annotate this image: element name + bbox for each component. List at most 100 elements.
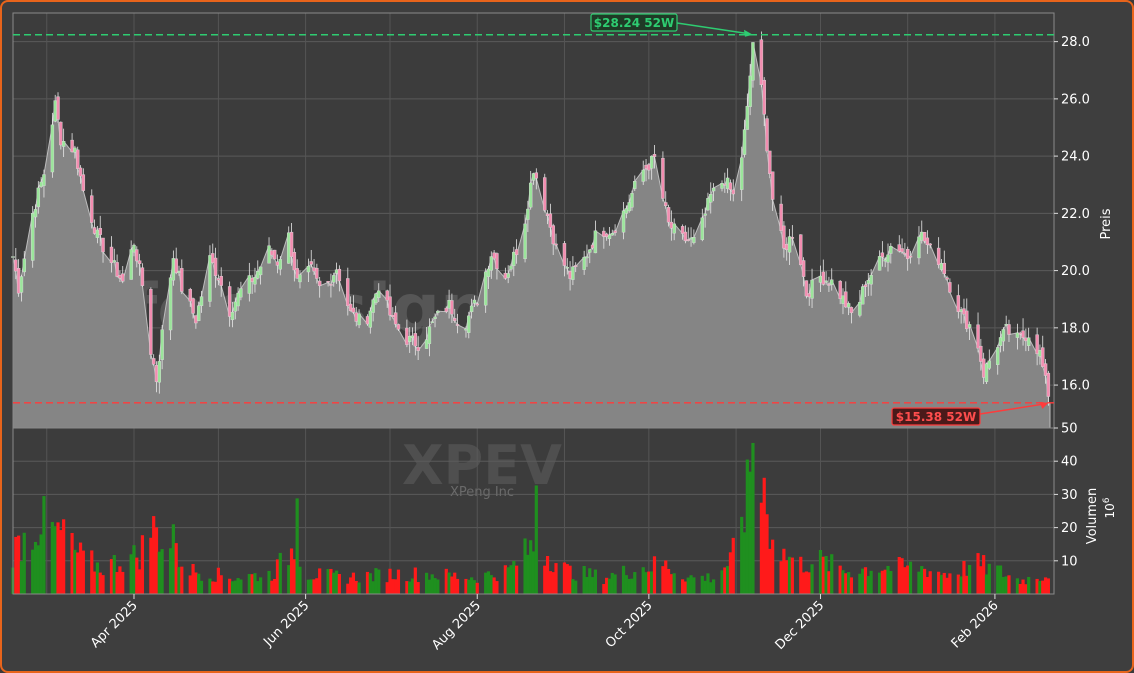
candle-down [101, 237, 105, 253]
candle-up [236, 292, 240, 307]
volume-bar [624, 575, 628, 594]
volume-bar [526, 554, 530, 594]
volume-bar [444, 568, 448, 594]
volume-bar [509, 565, 513, 594]
candle-up [253, 276, 257, 285]
candle-down [329, 284, 333, 286]
candle-down [728, 182, 733, 190]
volume-bar [759, 502, 763, 594]
volume-bar [956, 574, 960, 594]
volume-bar [880, 570, 884, 594]
volume-bar [602, 584, 606, 594]
volume-bar [979, 566, 983, 594]
volume-bar [565, 564, 569, 594]
candle-down [644, 164, 648, 169]
volume-bar [1038, 580, 1042, 594]
candle-up [332, 275, 336, 283]
candle-down [118, 274, 122, 279]
price-tick-label: 26.0 [1061, 92, 1090, 107]
candle-up [751, 42, 755, 81]
volume-bar [630, 578, 634, 594]
price-tick-label: 16.0 [1061, 379, 1090, 394]
candle-down [453, 318, 457, 321]
volume-bar [830, 554, 834, 594]
volume-bar [908, 561, 913, 594]
candle-up [247, 275, 252, 294]
candle-up [61, 141, 66, 147]
volume-bar [627, 578, 631, 594]
price-tick-label: 28.0 [1061, 35, 1090, 50]
candle-down [574, 265, 578, 267]
volume-bar [213, 581, 218, 594]
volume-bar [315, 578, 319, 594]
candle-down [543, 177, 547, 211]
candle-down [149, 289, 153, 355]
candle-up [709, 194, 713, 203]
volume-bar [306, 579, 311, 594]
candle-up [509, 265, 513, 270]
high-52w-badge [590, 13, 678, 32]
volume-bar [233, 580, 237, 594]
candle-up [869, 275, 873, 285]
candle-down [354, 312, 358, 322]
candle-up [959, 309, 963, 312]
candle-down [602, 230, 606, 237]
candle-down [174, 258, 178, 273]
candle-down [948, 282, 952, 293]
candle-up [95, 229, 100, 238]
volume-bar [669, 574, 673, 594]
candle-down [140, 267, 145, 286]
candle-up [593, 230, 598, 254]
volume-bar [199, 580, 204, 594]
volume-bar [424, 572, 429, 594]
volume-bar [447, 572, 451, 594]
candle-down [900, 248, 904, 253]
volume-bar [765, 514, 769, 594]
candle-down [292, 252, 297, 271]
candle-up [585, 256, 589, 259]
volume-bar [289, 548, 294, 594]
candle-down [337, 268, 342, 282]
candle-up [436, 310, 440, 313]
volume-unit-label: 106 [1102, 497, 1117, 518]
candle-down [562, 243, 567, 266]
volume-bar [824, 555, 828, 594]
candle-down [211, 253, 215, 263]
candle-up [469, 305, 474, 313]
candle-up [787, 236, 792, 253]
candle-down [770, 171, 775, 200]
volume-bar [939, 574, 944, 594]
candle-up [199, 296, 204, 306]
candle-down [976, 324, 980, 349]
volume-bar [489, 575, 493, 594]
volume-bar [430, 574, 434, 594]
volume-bar [801, 572, 806, 594]
candle-up [841, 295, 845, 304]
candle-down [444, 307, 448, 312]
volume-bar [135, 557, 139, 594]
candle-up [287, 232, 291, 264]
candle-up [621, 210, 626, 233]
volume-bar [287, 565, 291, 594]
volume-bar [216, 567, 220, 594]
candle-up [1004, 324, 1008, 326]
candle-down [863, 284, 868, 287]
price-axis-label: Preis [1099, 208, 1114, 239]
candle-down [1046, 372, 1051, 397]
volume-bar [292, 559, 296, 594]
volume-bar [194, 572, 198, 594]
candle-down [90, 195, 94, 223]
volume-bar [529, 540, 533, 594]
candle-down [956, 295, 961, 312]
candle-up [512, 251, 516, 266]
volume-bar [1046, 578, 1050, 594]
volume-bar [92, 571, 97, 594]
volume-bar [700, 575, 704, 594]
volume-bar [666, 568, 671, 594]
volume-bar [1015, 578, 1020, 594]
candle-up [830, 279, 834, 285]
volume-bar [996, 565, 1000, 594]
candle-down [92, 227, 97, 234]
volume-bar [253, 573, 257, 594]
